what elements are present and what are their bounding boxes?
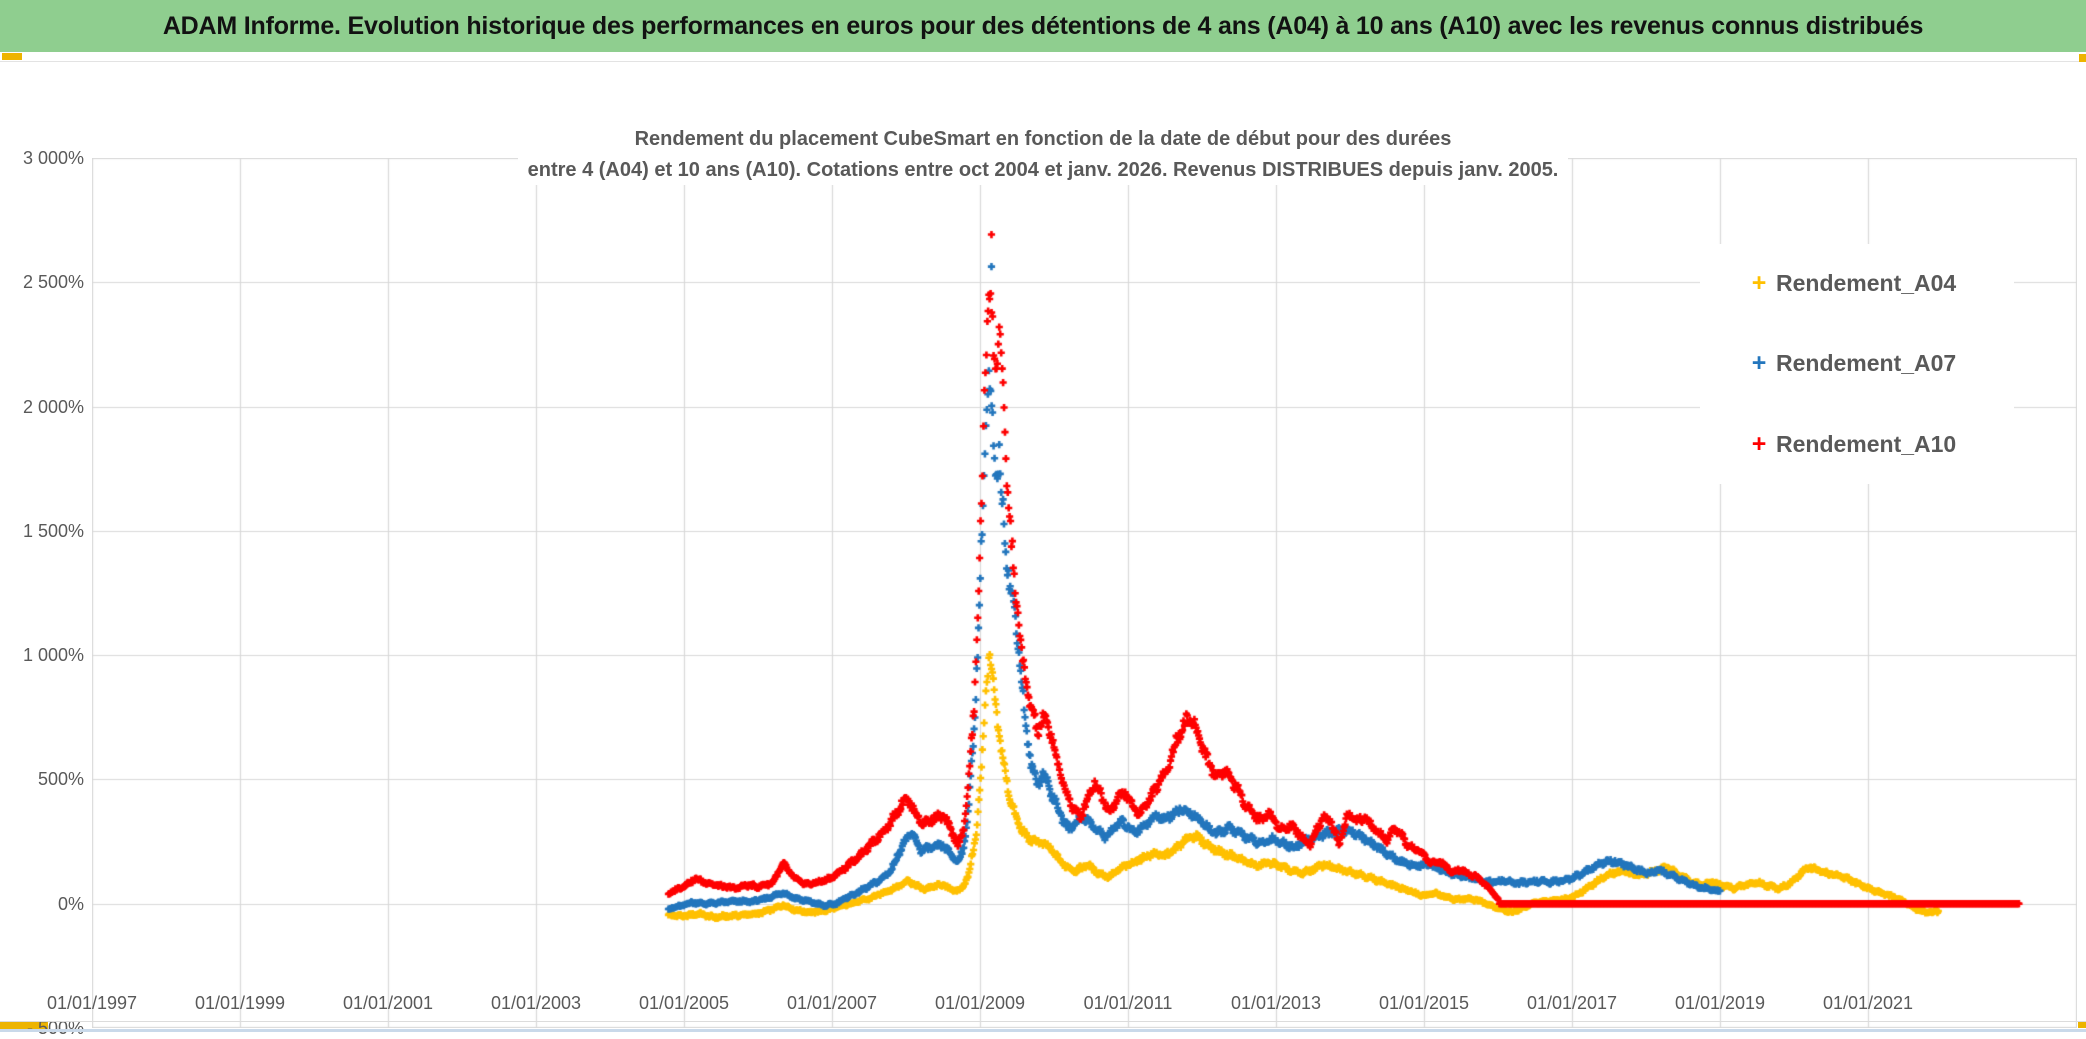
banner: ADAM Informe. Evolution historique des p… — [0, 0, 2086, 52]
chart-title-line1: Rendement du placement CubeSmart en fonc… — [624, 124, 1462, 154]
plus-marker-icon: + — [1751, 349, 1767, 377]
banner-underline — [0, 61, 2086, 62]
chart-area: Rendement du placement CubeSmart en fonc… — [0, 62, 2086, 1038]
x-tick-label: 01/01/2003 — [490, 993, 582, 1013]
legend-entry-a07[interactable]: + Rendement_A07 — [1700, 346, 2014, 380]
x-tick-label: 01/01/2015 — [1378, 993, 1470, 1013]
chart-title-line2: entre 4 (A04) et 10 ans (A10). Cotations… — [517, 155, 1569, 185]
plus-marker-icon: + — [1751, 430, 1767, 458]
y-tick-label: 1 500% — [22, 520, 84, 541]
x-tick-label: 01/01/2007 — [786, 993, 878, 1013]
x-tick-label: 01/01/2011 — [1083, 993, 1173, 1013]
legend-label-a04: Rendement_A04 — [1776, 269, 1957, 296]
chart-title-line2-wrap: entre 4 (A04) et 10 ans (A10). Cotations… — [0, 155, 2086, 185]
plus-marker-icon: + — [1751, 269, 1767, 297]
bottom-edge — [0, 1029, 2086, 1032]
legend-label-a10: Rendement_A10 — [1776, 430, 1957, 457]
y-tick-label: 2 500% — [22, 272, 84, 293]
legend-entry-a04[interactable]: + Rendement_A04 — [1700, 266, 2014, 300]
x-tick-label: 01/01/2017 — [1526, 993, 1618, 1013]
x-tick-label: 01/01/2019 — [1674, 993, 1766, 1013]
chart-title-line1-wrap: Rendement du placement CubeSmart en fonc… — [0, 124, 2086, 154]
legend-label-a07: Rendement_A07 — [1776, 349, 1957, 376]
y-tick-label: 2 000% — [22, 396, 84, 417]
gold-accent-bottom-left — [0, 1022, 48, 1029]
y-tick-label: 1 000% — [22, 645, 84, 666]
x-tick-label: 01/01/2021 — [1822, 993, 1914, 1013]
gold-accent-top-right — [2079, 54, 2086, 65]
x-tick-label: 01/01/2009 — [934, 993, 1026, 1013]
x-tick-label: 01/01/2005 — [638, 993, 730, 1013]
x-tick-label: 01/01/1999 — [194, 993, 286, 1013]
chart-legend[interactable]: + Rendement_A04 + Rendement_A07 + Rendem… — [1700, 244, 2014, 484]
y-tick-label: 3 000% — [22, 148, 84, 168]
legend-entry-a10[interactable]: + Rendement_A10 — [1700, 427, 2014, 461]
x-tick-label: 01/01/1997 — [46, 993, 138, 1013]
x-tick-label: 01/01/2001 — [342, 993, 434, 1013]
banner-title: ADAM Informe. Evolution historique des p… — [162, 11, 1924, 40]
y-tick-label: 500% — [37, 769, 84, 790]
gold-accent-top-left — [2, 53, 22, 60]
y-tick-label: 0% — [57, 893, 84, 914]
x-tick-label: 01/01/2013 — [1230, 993, 1322, 1013]
gold-accent-bottom-right — [2078, 1022, 2086, 1028]
bottom-rule — [0, 1021, 2086, 1022]
